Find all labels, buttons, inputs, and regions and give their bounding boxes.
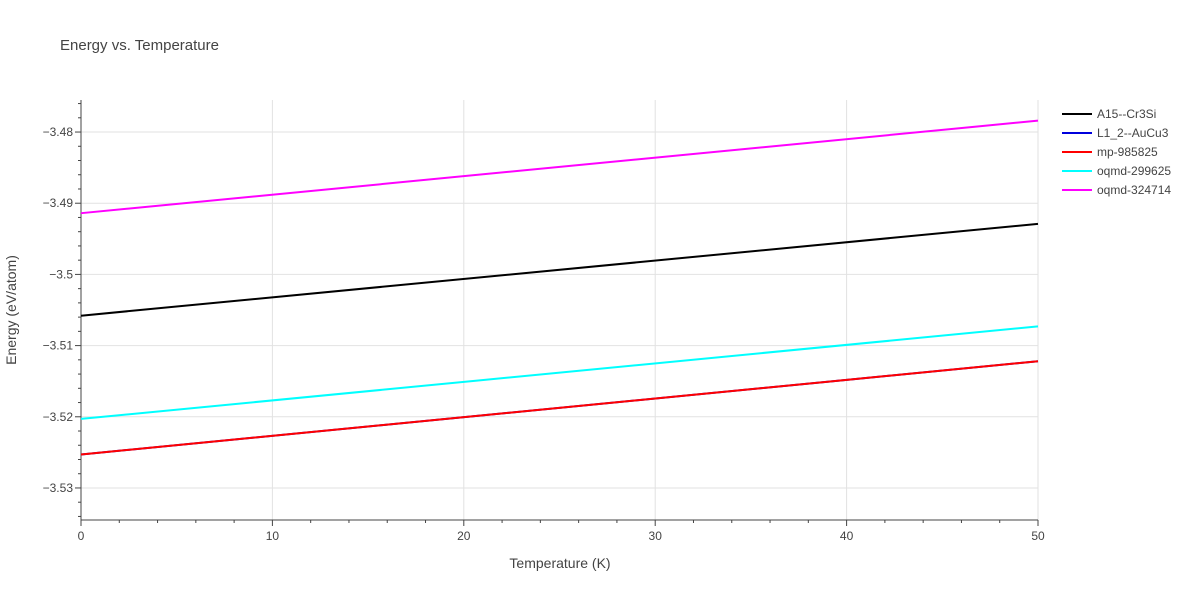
legend-label: L1_2--AuCu3 — [1097, 126, 1169, 140]
y-tick-label: −3.5 — [49, 267, 73, 281]
legend-item[interactable]: L1_2--AuCu3 — [1062, 126, 1169, 140]
legend-label: A15--Cr3Si — [1097, 107, 1156, 121]
chart-title: Energy vs. Temperature — [60, 37, 219, 54]
y-tick-label: −3.49 — [43, 196, 74, 210]
x-tick-label: 30 — [649, 529, 663, 543]
y-tick-label: −3.53 — [43, 481, 74, 495]
x-tick-label: 20 — [457, 529, 471, 543]
legend-label: oqmd-299625 — [1097, 164, 1171, 178]
y-tick-label: −3.51 — [43, 339, 74, 353]
y-tick-label: −3.48 — [43, 125, 74, 139]
x-tick-label: 10 — [266, 529, 280, 543]
x-axis-ticks: 0 10 20 30 40 50 — [78, 520, 1045, 543]
x-tick-label: 0 — [78, 529, 85, 543]
y-axis-title: Energy (eV/atom) — [3, 255, 19, 365]
series-line-mp-985825 — [80, 360, 1039, 456]
x-tick-label: 40 — [840, 529, 854, 543]
series-line-A15--Cr3Si — [80, 222, 1039, 317]
series-line-oqmd-324714 — [80, 119, 1039, 215]
series-lines — [80, 119, 1039, 456]
y-tick-label: −3.52 — [43, 410, 74, 424]
legend-item[interactable]: oqmd-299625 — [1062, 164, 1171, 178]
x-axis-title: Temperature (K) — [509, 555, 610, 571]
axes — [80, 100, 1038, 521]
legend: A15--Cr3Si L1_2--AuCu3 mp-985825 oqmd-29962… — [1062, 107, 1171, 197]
legend-item[interactable]: mp-985825 — [1062, 145, 1158, 159]
series-line-oqmd-299625 — [80, 325, 1039, 420]
y-gridlines — [81, 131, 1038, 489]
legend-item[interactable]: oqmd-324714 — [1062, 183, 1171, 197]
legend-label: oqmd-324714 — [1097, 183, 1171, 197]
y-axis-ticks: −3.53 −3.52 −3.51 −3.5 −3.49 −3.48 — [43, 103, 81, 517]
legend-item[interactable]: A15--Cr3Si — [1062, 107, 1156, 121]
x-tick-label: 50 — [1031, 529, 1045, 543]
legend-label: mp-985825 — [1097, 145, 1158, 159]
x-gridlines — [271, 100, 1039, 520]
